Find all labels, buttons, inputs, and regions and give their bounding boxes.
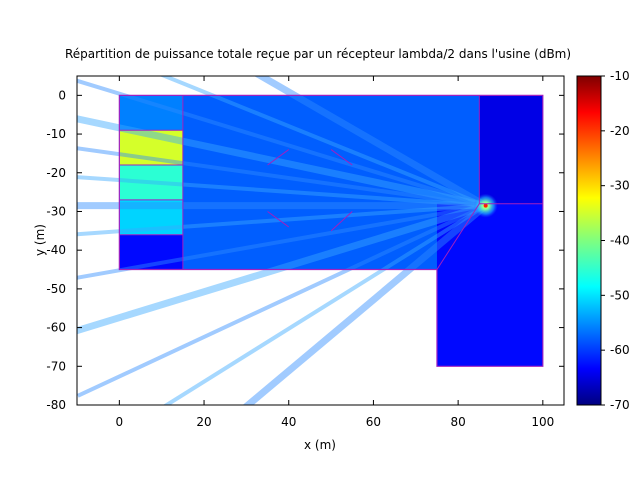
y-tick-label: 0 (58, 88, 66, 102)
signal-beam (77, 175, 486, 208)
signal-beam (162, 203, 487, 405)
heat-region-0 (119, 130, 183, 166)
heat-region-6 (479, 95, 543, 204)
signal-beam (77, 203, 487, 398)
heat-region-1 (119, 165, 183, 200)
signal-beam (77, 146, 486, 208)
x-tick-label: 80 (450, 415, 465, 429)
beam-layer (77, 76, 498, 405)
signal-beam (254, 76, 488, 209)
walls-layer (118, 94, 544, 367)
colorbar-tick-label: -20 (610, 124, 630, 138)
wall-segment (436, 203, 480, 270)
heat-region-3 (119, 199, 183, 235)
x-axis: 0 20 40 60 80 100 (116, 76, 554, 429)
heat-region-7 (436, 203, 543, 367)
plot-frame (76, 75, 565, 406)
heat-region-2 (119, 95, 183, 131)
y-tick-label: -80 (46, 398, 66, 412)
wall-segment (267, 211, 290, 228)
x-tick-label: 0 (116, 415, 124, 429)
signal-beam (77, 202, 487, 335)
y-axis-label: y (m) (33, 224, 47, 256)
wall-segment (330, 211, 353, 232)
y-tick-label: -70 (46, 359, 66, 373)
signal-beam (77, 203, 487, 280)
colorbar-ticks: -10 -20 -30 -40 -50 -60 -70 (601, 69, 630, 412)
colorbar (576, 75, 602, 406)
y-tick-label: -40 (46, 243, 66, 257)
colorbar-tick-label: -10 (610, 69, 630, 83)
signal-beam (77, 78, 487, 208)
signal-beam (77, 203, 486, 237)
chart-title: Répartition de puissance totale reçue pa… (65, 47, 571, 61)
wall-segment (330, 149, 353, 166)
wall-segment (267, 149, 290, 166)
colorbar-tick-label: -40 (610, 234, 630, 248)
colorbar-tick-label: -60 (610, 343, 630, 357)
signal-beam (242, 202, 488, 405)
transmitter-marker (483, 203, 488, 208)
signal-beam (159, 76, 487, 208)
x-axis-label: x (m) (304, 438, 336, 452)
x-tick-label: 40 (281, 415, 296, 429)
x-tick-label: 60 (366, 415, 381, 429)
x-tick-label: 20 (196, 415, 211, 429)
floor-outline (118, 94, 544, 367)
colorbar-tick-label: -50 (610, 288, 630, 302)
colorbar-tick-label: -30 (610, 179, 630, 193)
y-tick-label: -30 (46, 204, 66, 218)
colorbar-tick-label: -70 (610, 398, 630, 412)
y-axis: 0 -10 -20 -30 -40 -50 -60 -70 -80 (46, 88, 564, 412)
y-tick-label: -10 (46, 127, 66, 141)
heat-region-4 (119, 234, 183, 270)
x-tick-label: 100 (531, 415, 554, 429)
y-tick-label: -60 (46, 321, 66, 335)
heat-region-5 (182, 95, 480, 270)
heatmap-layer (119, 95, 543, 367)
y-tick-label: -50 (46, 282, 66, 296)
y-tick-label: -20 (46, 166, 66, 180)
